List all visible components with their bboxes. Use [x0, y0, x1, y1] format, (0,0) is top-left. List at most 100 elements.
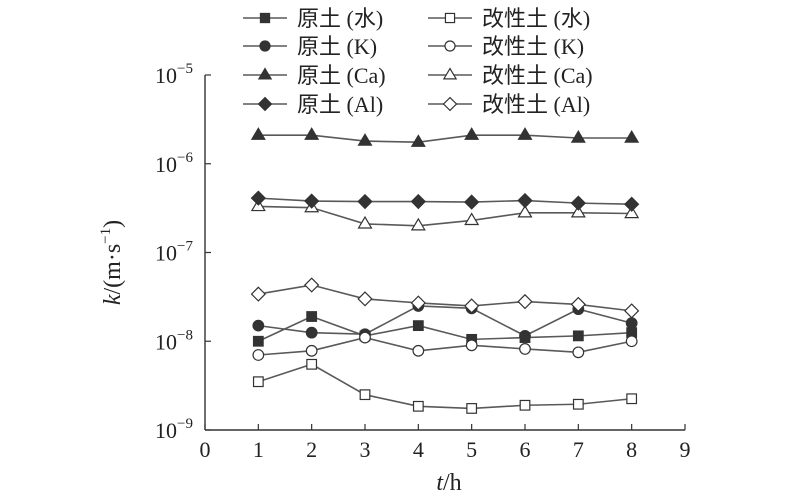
data-point — [357, 193, 373, 210]
legend-item: 原土 (Al) — [243, 92, 383, 117]
legend-marker — [259, 12, 271, 24]
data-point — [306, 311, 318, 322]
data-point — [252, 319, 265, 332]
x-tick-label: 8 — [626, 437, 637, 462]
data-point — [412, 320, 424, 332]
legend-label: 原土 (K) — [297, 34, 377, 59]
legend-item: 改性土 (水) — [428, 6, 590, 31]
data-point — [570, 296, 586, 313]
x-tick-label: 3 — [360, 437, 371, 462]
data-point — [410, 217, 426, 231]
data-point — [625, 317, 638, 330]
data-point — [464, 194, 480, 210]
data-point — [359, 389, 371, 401]
series-7 — [250, 190, 640, 212]
legend-marker — [444, 12, 456, 24]
data-point — [624, 205, 640, 219]
y-tick-label: 10−5 — [155, 61, 193, 88]
series-5 — [250, 127, 640, 147]
legend-item: 原土 (Ca) — [243, 63, 386, 88]
data-point — [304, 193, 320, 209]
x-tick-label: 5 — [466, 437, 477, 462]
series-layer — [250, 127, 640, 414]
data-point — [410, 193, 426, 210]
data-point — [305, 326, 318, 339]
legend-marker — [259, 40, 271, 52]
data-point — [519, 329, 531, 342]
x-axis-title-text: t/h — [436, 470, 461, 496]
legend-label: 原土 (Ca) — [297, 63, 386, 88]
legend-marker — [442, 96, 458, 112]
x-tick-label: 6 — [520, 437, 531, 462]
x-tick-label: 7 — [573, 437, 584, 462]
legend-item: 改性土 (K) — [428, 34, 584, 59]
legend: 原土 (水) 改性土 (水) 原土 (K) 改性土 (K) 原土 (Ca) 改性土 (Ca… — [243, 6, 593, 117]
data-point — [464, 212, 480, 226]
data-point — [412, 400, 424, 412]
series-line — [258, 336, 632, 356]
x-tick-label: 1 — [253, 437, 264, 462]
legend-item: 改性土 (Al) — [428, 92, 590, 117]
x-tick-label: 4 — [413, 437, 424, 462]
data-point — [464, 298, 480, 314]
data-point — [572, 330, 584, 342]
y-tick-label: 10−6 — [155, 150, 193, 177]
series-4 — [252, 331, 638, 361]
data-point — [572, 346, 585, 359]
y-axis-title-text: k/(m·s−1) — [98, 220, 126, 305]
legend-label: 原土 (Al) — [297, 92, 383, 117]
data-point — [304, 277, 320, 293]
data-point — [464, 127, 480, 140]
data-point — [570, 204, 586, 218]
axes: 0 1 2 3 4 5 6 7 8 9 10−9 10−8 10−7 10−6 10−5 — [155, 61, 690, 462]
data-point — [252, 349, 265, 361]
series-2 — [252, 358, 638, 414]
data-point — [305, 344, 318, 357]
data-point — [517, 192, 533, 209]
legend-label: 改性土 (Al) — [482, 92, 590, 117]
legend-marker — [442, 67, 458, 80]
data-point — [250, 286, 266, 302]
data-point — [517, 293, 533, 310]
series-line — [258, 134, 632, 143]
series-8 — [250, 277, 640, 319]
data-point — [624, 196, 640, 212]
legend-item: 改性土 (Ca) — [428, 63, 593, 88]
data-point — [519, 399, 531, 411]
series-line — [258, 363, 632, 410]
data-point — [410, 295, 426, 311]
legend-label: 改性土 (K) — [482, 34, 584, 59]
y-tick-label: 10−7 — [155, 239, 193, 266]
data-point — [465, 339, 478, 352]
data-point — [624, 130, 640, 143]
legend-item: 原土 (水) — [243, 6, 383, 31]
series-line — [258, 205, 632, 227]
data-point — [357, 215, 373, 229]
legend-label: 原土 (水) — [297, 6, 383, 31]
legend-item: 原土 (K) — [243, 34, 377, 59]
legend-marker — [257, 96, 273, 112]
series-line — [258, 197, 632, 206]
data-point — [250, 127, 266, 140]
series-line — [257, 315, 632, 342]
y-tick-label: 10−9 — [155, 416, 193, 443]
data-point — [625, 335, 638, 348]
x-axis-title: t/h — [436, 470, 461, 496]
data-point — [250, 190, 266, 206]
x-tick-label: 9 — [680, 437, 691, 462]
legend-label: 改性土 (水) — [482, 6, 590, 31]
data-point — [304, 127, 320, 140]
data-point — [572, 398, 584, 410]
data-point — [626, 393, 638, 405]
x-tick-label: 0 — [200, 437, 211, 462]
x-tick-label: 2 — [306, 437, 317, 462]
data-point — [517, 204, 533, 218]
data-point — [357, 291, 373, 307]
series-line — [258, 284, 632, 312]
data-point — [410, 134, 426, 147]
data-point — [306, 358, 318, 370]
data-point — [624, 303, 640, 319]
legend-marker — [257, 67, 273, 80]
data-point — [570, 130, 586, 143]
